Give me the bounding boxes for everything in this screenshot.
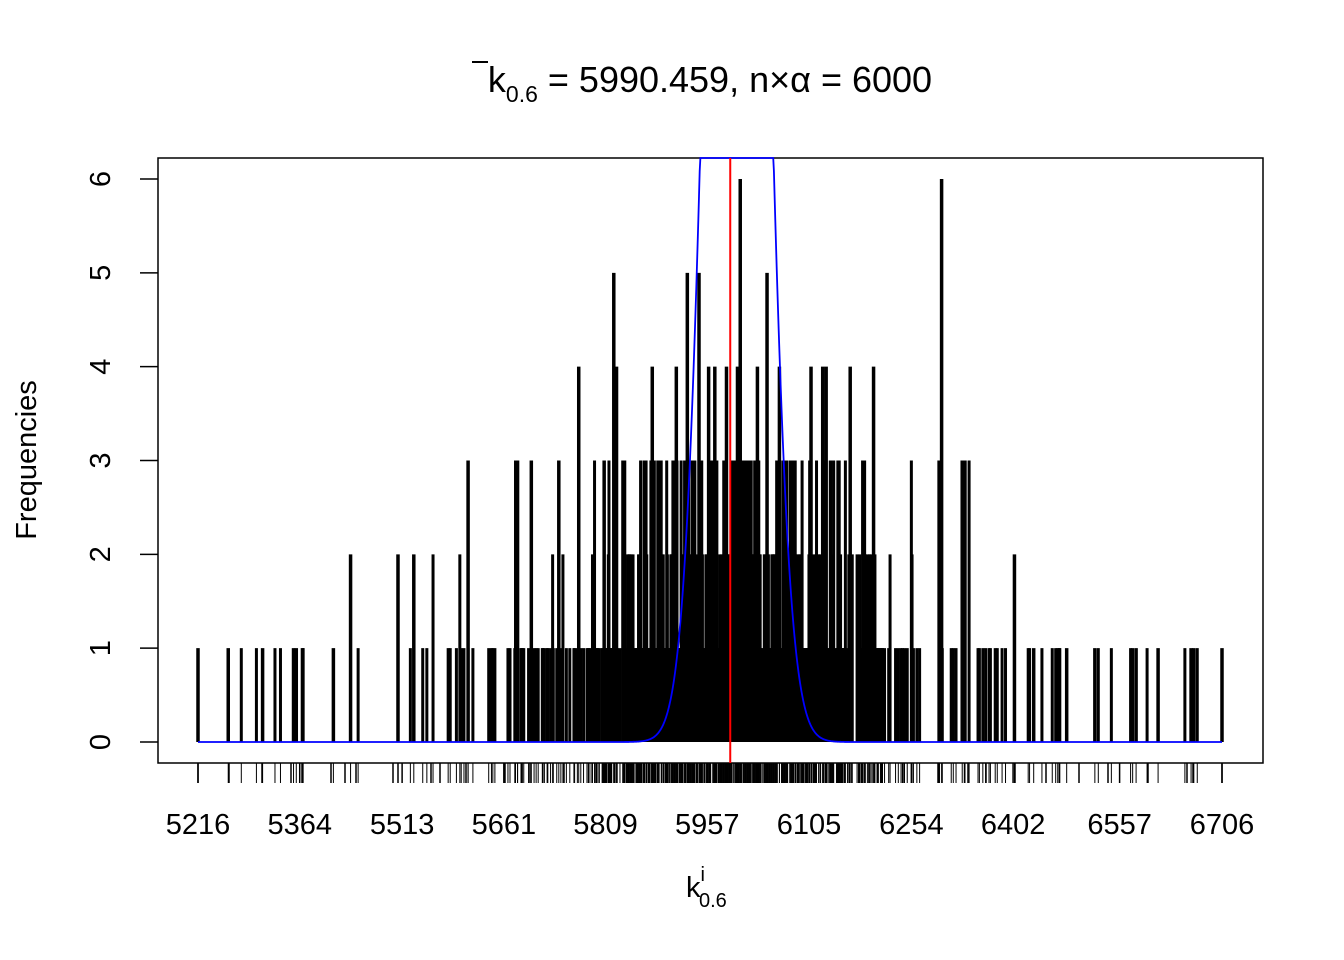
x-label-sup: i xyxy=(701,864,705,886)
x-tick-label: 6557 xyxy=(1087,809,1152,841)
y-axis-label: Frequencies xyxy=(11,380,43,540)
y-tick-label: 2 xyxy=(85,546,117,562)
rug-layer xyxy=(197,763,1223,783)
x-axis: 5216 5364 5513 5661 5809 5957 6105 6254 6402 6557… xyxy=(166,763,1255,841)
x-tick-label: 6706 xyxy=(1190,809,1255,841)
x-label-k: k xyxy=(686,872,701,904)
title-mean-part: = 5990.459, n xyxy=(538,59,769,100)
density-curve xyxy=(198,157,1222,743)
title-alpha: α xyxy=(790,59,811,100)
title-subscript: 0.6 xyxy=(506,81,538,107)
x-tick-label: 5513 xyxy=(370,809,435,841)
x-axis-label: ki 0.6 xyxy=(686,864,727,912)
y-tick-label: 3 xyxy=(85,452,117,468)
x-tick-label: 5364 xyxy=(267,809,332,841)
chart-title: k0.6 = 5990.459, n×α = 6000 xyxy=(488,59,932,107)
y-tick-label: 5 xyxy=(85,265,117,281)
x-tick-label: 6402 xyxy=(981,809,1046,841)
x-tick-label: 5216 xyxy=(166,809,231,841)
x-label-sub: 0.6 xyxy=(699,890,727,912)
x-tick-label: 5661 xyxy=(472,809,537,841)
x-tick-label: 5957 xyxy=(675,809,740,841)
x-tick-label: 6254 xyxy=(879,809,944,841)
y-axis: 0 1 2 3 4 5 6 xyxy=(85,171,158,750)
x-tick-label: 5809 xyxy=(573,809,638,841)
y-tick-label: 6 xyxy=(85,171,117,187)
y-tick-label: 1 xyxy=(85,640,117,656)
title-expected-part: = 6000 xyxy=(811,59,932,100)
y-tick-label: 4 xyxy=(85,359,117,375)
x-tick-label: 6105 xyxy=(777,809,842,841)
title-k: k xyxy=(488,59,507,100)
title-times: × xyxy=(769,59,790,100)
y-tick-label: 0 xyxy=(85,734,117,750)
bars-layer xyxy=(196,179,1224,742)
